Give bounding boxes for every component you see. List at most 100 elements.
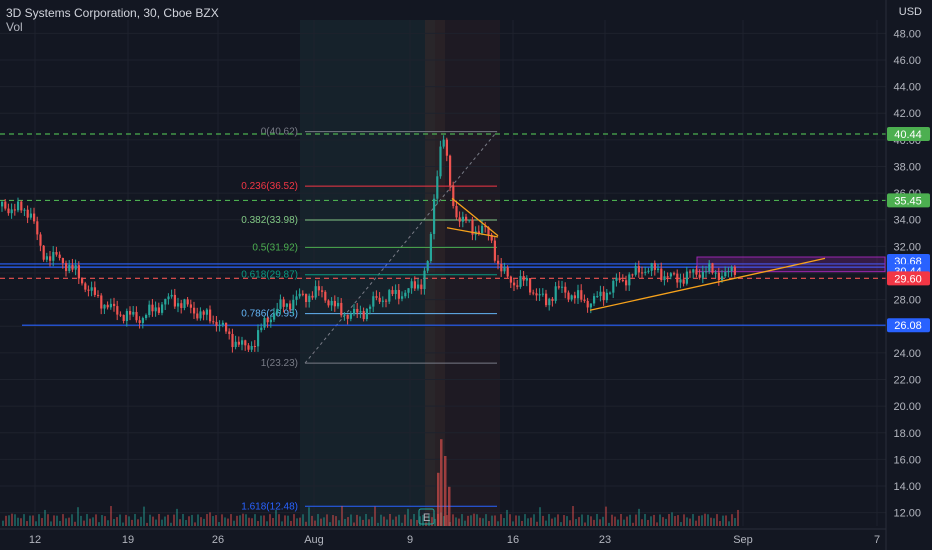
volume-bar [212, 516, 214, 526]
candle-body [692, 269, 695, 273]
volume-bar [245, 514, 247, 526]
volume-bar [254, 514, 256, 526]
volume-bar [482, 518, 484, 526]
candle-body [500, 263, 503, 272]
candle-body [442, 139, 445, 147]
candle-body [106, 304, 109, 308]
volume-bar [545, 520, 547, 526]
y-tick-label: 46.00 [893, 55, 921, 67]
candle-body [426, 261, 429, 271]
candle-body [295, 296, 298, 300]
candle-body [29, 213, 32, 218]
volume-bar [503, 518, 505, 526]
y-tick-label: 48.00 [893, 28, 921, 40]
candle-body [535, 293, 538, 296]
y-tick-label: 16.00 [893, 454, 921, 466]
volume-bar [8, 515, 10, 526]
candle-body [20, 201, 23, 211]
volume-bar [722, 515, 724, 526]
candle-body [145, 315, 148, 319]
candle-body [583, 299, 586, 301]
volume-bar [146, 522, 148, 526]
candle-body [487, 227, 490, 235]
volume-bar [380, 514, 382, 526]
candle-body [119, 314, 122, 316]
volume-indicator-label[interactable]: Vol [6, 20, 23, 34]
volume-bar [656, 522, 658, 526]
volume-bar [536, 521, 538, 526]
candle-body [279, 299, 282, 309]
volume-bar [701, 515, 703, 526]
volume-bar [305, 521, 307, 526]
candle-body [87, 289, 90, 291]
volume-bar [242, 513, 244, 526]
candle-body [77, 265, 80, 279]
volume-bar [47, 514, 49, 526]
volume-bar [164, 516, 166, 526]
y-tick-label: 20.00 [893, 401, 921, 413]
candle-body [129, 311, 132, 315]
candle-body [477, 231, 480, 234]
volume-bar [149, 514, 151, 526]
candle-body [660, 268, 663, 281]
volume-bar [80, 515, 82, 526]
volume-bar [494, 515, 496, 526]
candle-body [548, 298, 551, 306]
volume-bar [5, 515, 7, 526]
candle-body [503, 267, 506, 272]
volume-bar [272, 518, 274, 526]
volume-bar [191, 514, 193, 526]
candle-body [221, 322, 224, 325]
volume-bar [611, 514, 613, 526]
candle-body [36, 221, 39, 235]
volume-bar [686, 517, 688, 526]
candle-body [141, 318, 144, 323]
candle-body [471, 219, 474, 235]
price-badge [887, 126, 930, 141]
volume-bar [467, 515, 469, 526]
volume-bar [578, 517, 580, 526]
candle-body [365, 308, 368, 320]
volume-bar [731, 514, 733, 526]
volume-bar [209, 512, 211, 526]
volume-bar [227, 518, 229, 526]
candle-body [292, 299, 295, 310]
price-badge-label: 29.60 [894, 273, 922, 285]
volume-bar [671, 512, 673, 526]
candle-body [429, 233, 432, 262]
volume-bar [632, 522, 634, 526]
volume-bar [512, 521, 514, 526]
candle-body [545, 293, 548, 306]
candle-body [493, 240, 496, 261]
candle-body [231, 333, 234, 348]
candle-body [151, 304, 154, 312]
volume-bar [374, 506, 376, 526]
volume-bar [86, 514, 88, 526]
volume-bar [185, 519, 187, 526]
symbol-title[interactable]: 3D Systems Corporation, 30, Cboe BZX [6, 6, 219, 20]
earnings-marker-label: E [423, 512, 430, 524]
candle-body [324, 291, 327, 301]
trend-line [446, 227, 499, 238]
y-tick-label: 32.00 [893, 241, 921, 253]
candle-body [42, 245, 45, 260]
volume-bar [539, 507, 541, 526]
volume-bar [131, 519, 133, 526]
volume-bar [89, 518, 91, 526]
volume-bar [206, 514, 208, 526]
volume-bar [602, 516, 604, 526]
candle-body [212, 321, 215, 323]
x-tick-label: 26 [212, 534, 224, 546]
candle-body [577, 290, 580, 299]
volume-bar [647, 519, 649, 526]
candle-body [209, 309, 212, 322]
volume-bar [197, 514, 199, 526]
volume-bar [311, 515, 313, 526]
volume-bar [158, 514, 160, 526]
volume-bar [224, 517, 226, 526]
volume-bar [485, 514, 487, 526]
candle-body [330, 300, 333, 306]
volume-bar [128, 516, 130, 526]
volume-bar [215, 515, 217, 526]
